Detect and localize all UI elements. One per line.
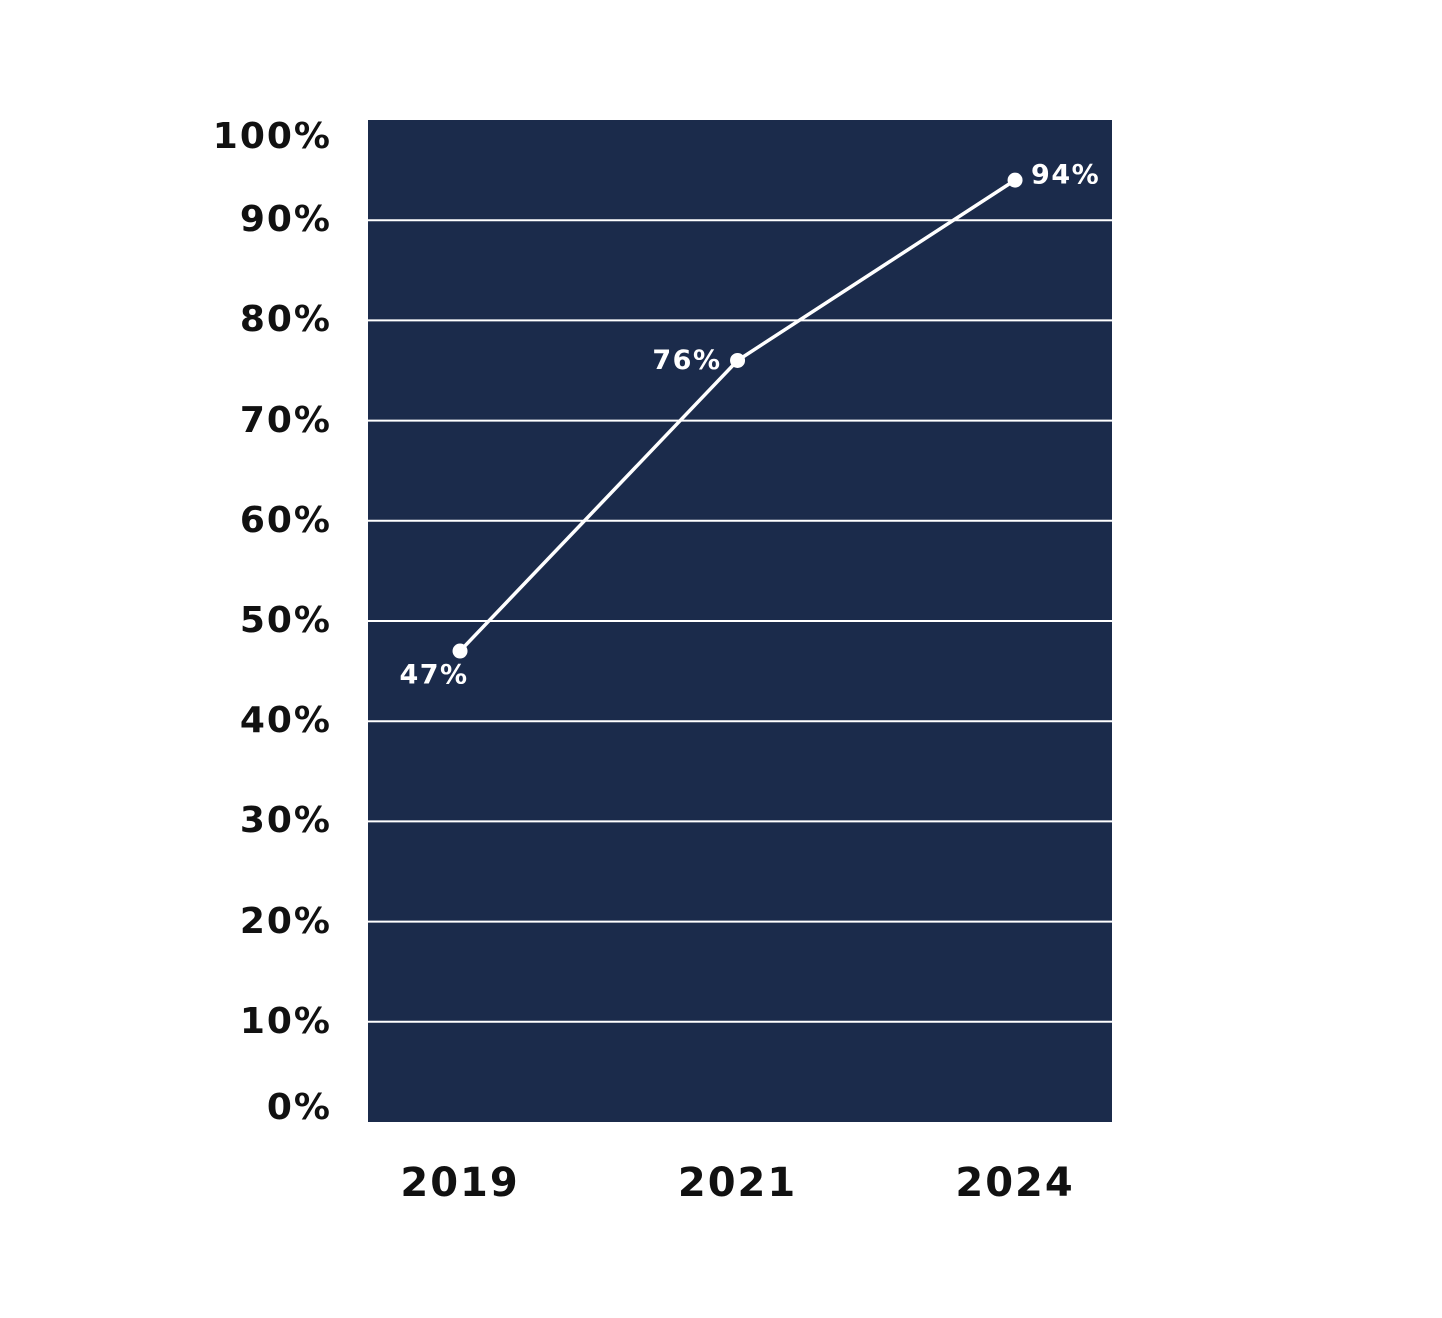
y-axis-tick-label: 40%	[239, 700, 332, 742]
y-axis-tick-label: 100%	[212, 116, 332, 157]
y-axis-tick-label: 20%	[239, 900, 332, 942]
y-axis-tick-label: 50%	[239, 600, 332, 641]
y-axis-tick-label: 30%	[239, 800, 332, 842]
x-axis-tick-label: 2021	[677, 1160, 798, 1206]
plot-canvas: 47% 76% 94%	[368, 120, 1112, 1122]
data-point-marker	[730, 352, 746, 368]
data-point-label: 76%	[652, 345, 721, 376]
x-axis-tick-label: 2019	[400, 1160, 520, 1206]
y-axis-tick-label: 0%	[266, 1087, 332, 1128]
data-point-marker	[452, 643, 468, 659]
plot-area: 47% 76% 94%	[368, 120, 1112, 1122]
y-axis-tick-label: 70%	[239, 399, 332, 441]
data-point-label: 47%	[399, 660, 468, 691]
y-axis-tick-label: 80%	[239, 299, 332, 341]
y-axis-tick-label: 60%	[239, 499, 332, 541]
data-point-label: 94%	[1031, 160, 1100, 191]
y-axis-tick-label: 90%	[239, 199, 332, 241]
x-axis-tick-label: 2024	[955, 1160, 1075, 1206]
y-axis-tick-label: 10%	[239, 1000, 332, 1042]
data-point-marker	[1007, 172, 1023, 188]
